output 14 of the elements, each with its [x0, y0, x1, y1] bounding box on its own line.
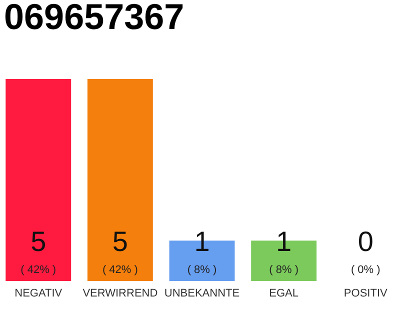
data-label: 0	[358, 226, 374, 257]
x-tick-label: EGAL	[269, 288, 298, 300]
annotation: ( 8% )	[269, 264, 298, 276]
x-tick-label: NEGATIV	[14, 288, 63, 300]
data-label: 5	[112, 226, 128, 257]
annotation: ( 8% )	[187, 264, 217, 276]
x-tick-label: VERWIRREND	[82, 288, 158, 300]
data-label: 5	[30, 226, 46, 257]
x-tick-label: POSITIV	[344, 288, 388, 300]
annotation: ( 42% )	[102, 264, 138, 276]
annotation: ( 0% )	[350, 264, 380, 276]
chart-title: 069657367	[4, 0, 184, 37]
annotation: ( 42% )	[20, 264, 56, 276]
x-tick-label: UNBEKANNTE	[164, 288, 240, 300]
